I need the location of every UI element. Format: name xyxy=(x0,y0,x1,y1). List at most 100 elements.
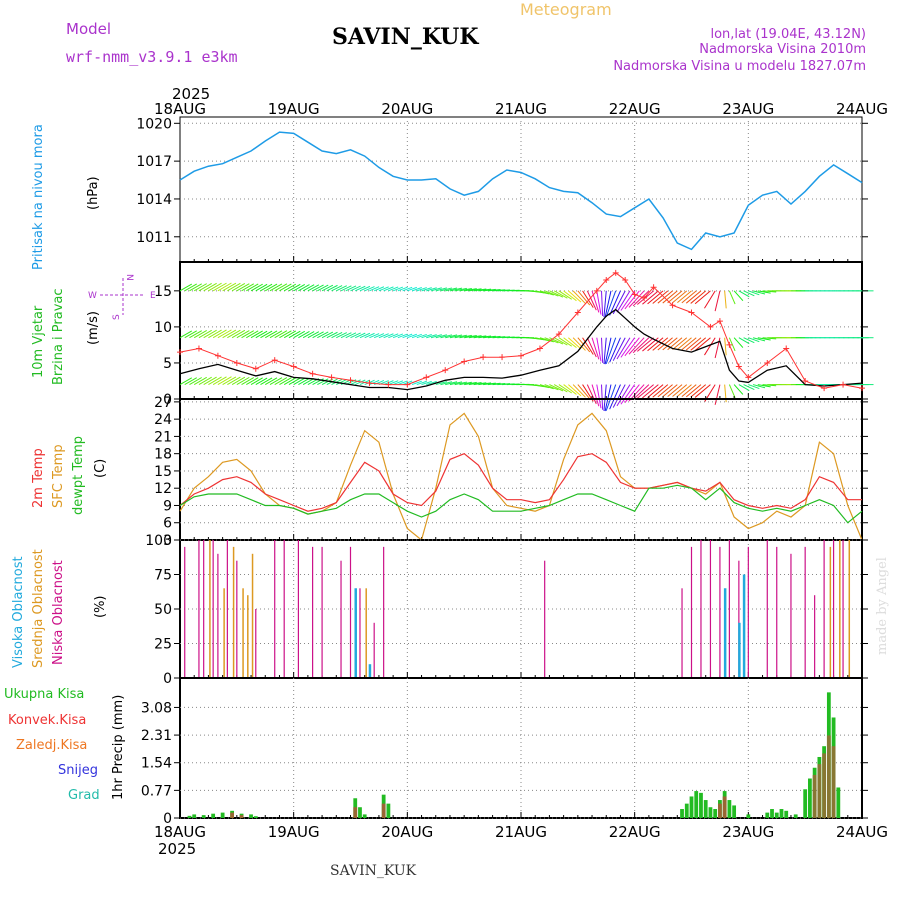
cloud-ylabel-low: Niska Oblacnost xyxy=(51,560,66,665)
wind-ylabel-1: 10m Vjetar xyxy=(31,305,46,378)
wind-arrow xyxy=(715,338,720,358)
wind-arrow xyxy=(351,286,361,291)
wind-speed-line xyxy=(180,310,862,390)
precip-bar-total xyxy=(794,814,798,818)
precip-bar-conv xyxy=(353,807,357,818)
cloud-ylabel-mid: Srednja Oblacnost xyxy=(31,549,46,668)
temperature-frame xyxy=(180,399,862,540)
y-tick-label: 1014 xyxy=(136,192,172,208)
wind-arrow xyxy=(704,291,715,308)
wind-arrow xyxy=(365,287,375,291)
precip-bar-conv xyxy=(723,796,727,818)
compass-e: E xyxy=(150,291,156,301)
precip-bar-total xyxy=(690,796,694,818)
x-tick-label-top: 23AUG xyxy=(722,100,774,118)
precip-bar-ice xyxy=(813,775,817,818)
cloud-ylabel-high: Visoka Oblacnost xyxy=(11,556,26,668)
wind-arrow xyxy=(625,338,640,356)
precip-bar-total xyxy=(254,816,258,818)
precip-legend-ice: Zaledj.Kisa xyxy=(16,738,87,753)
x-tick-label-top: 20AUG xyxy=(381,100,433,118)
wind-direction-arrows xyxy=(180,283,874,411)
precip-bar-total xyxy=(803,789,807,818)
wind-gust-marker xyxy=(442,367,448,373)
pressure-unit: (hPa) xyxy=(86,176,101,210)
wind-gust-marker xyxy=(329,374,335,380)
precip-bar-conv xyxy=(230,813,234,818)
wind-gust-marker xyxy=(518,353,524,359)
wind-arrow xyxy=(637,338,653,352)
precip-bar-total xyxy=(732,805,736,818)
precip-bar-ice xyxy=(827,735,831,818)
wind-gust-marker xyxy=(385,382,391,388)
y-tick-label: 12 xyxy=(154,481,172,497)
precip-bar-conv xyxy=(240,815,244,818)
y-tick-label: 9 xyxy=(163,498,172,514)
precip-legend-total: Ukupna Kisa xyxy=(4,687,84,702)
wind-arrow xyxy=(739,385,749,391)
precip-bar-total xyxy=(685,804,689,818)
y-tick-label: 1.54 xyxy=(141,756,172,772)
sfc-temp-line xyxy=(180,413,862,540)
footer-station: SAVIN_KUK xyxy=(330,863,417,879)
precip-legend-snow: Snijeg xyxy=(58,763,98,778)
wind-arrow xyxy=(369,334,379,338)
y-tick-label: 0 xyxy=(163,811,172,827)
station-title: SAVIN_KUK xyxy=(332,24,479,50)
wind-gust-marker xyxy=(196,346,202,352)
wind-gust-marker xyxy=(717,318,723,324)
x-tick-label-bottom: 21AUG xyxy=(495,823,547,841)
model-label: Model xyxy=(66,20,111,38)
wind-gust-marker xyxy=(632,291,638,297)
wind-gust-marker xyxy=(499,354,505,360)
x-tick-label-bottom: 18AUG xyxy=(154,823,206,841)
precip-bar-total xyxy=(221,813,225,818)
wind-gust-marker xyxy=(291,364,297,370)
precip-bar-total xyxy=(694,791,698,818)
precip-bar-ice xyxy=(817,764,821,818)
wind-arrow xyxy=(355,333,365,338)
y-tick-label: 18 xyxy=(154,447,172,463)
y-tick-label: 100 xyxy=(145,533,172,549)
y-tick-label: 6 xyxy=(163,516,172,532)
y-tick-label: 5 xyxy=(163,356,172,372)
x-tick-label-bottom: 20AUG xyxy=(381,823,433,841)
wind-arrow xyxy=(365,333,375,337)
precip-bar-total xyxy=(192,814,196,818)
precip-legend-conv: Konvek.Kisa xyxy=(8,713,86,728)
x-tick-label-top: 19AUG xyxy=(268,100,320,118)
y-tick-label: 1011 xyxy=(136,230,172,246)
wind-arrow xyxy=(602,338,603,363)
wind-gust-marker xyxy=(480,354,486,360)
wind-arrow xyxy=(715,385,720,405)
precip-bar-conv xyxy=(718,804,722,818)
precip-bar-conv xyxy=(382,804,386,818)
precip-bar-total xyxy=(836,787,840,818)
temp-unit: (C) xyxy=(93,459,108,478)
precip-bar-total xyxy=(765,813,769,818)
precip-bar-total xyxy=(784,811,788,818)
compass-n: N xyxy=(124,274,134,281)
x-tick-label-bottom: 23AUG xyxy=(722,823,774,841)
wind-unit: (m/s) xyxy=(86,311,101,345)
wind-arrow xyxy=(725,291,727,309)
x-tick-label-bottom: 19AUG xyxy=(268,823,320,841)
wind-gust-marker xyxy=(177,349,183,355)
wind-arrow xyxy=(602,385,603,410)
temp-ylabel-3: dewpt Temp xyxy=(71,436,86,515)
x-tick-label-top: 21AUG xyxy=(495,100,547,118)
precip-bar-total xyxy=(775,813,779,818)
year-bottom: 2025 xyxy=(158,840,196,858)
wind-gust-marker xyxy=(310,371,316,377)
wind-arrow xyxy=(369,287,379,291)
y-tick-label: 50 xyxy=(154,602,172,618)
precip-bar-total xyxy=(249,814,253,818)
wind-gust-marker xyxy=(461,359,467,365)
precip-panel: 00.771.542.313.08 Ukupna Kisa Konvek.Kis… xyxy=(4,678,868,827)
wind-arrow xyxy=(642,385,658,398)
wind-arrow xyxy=(715,291,720,311)
